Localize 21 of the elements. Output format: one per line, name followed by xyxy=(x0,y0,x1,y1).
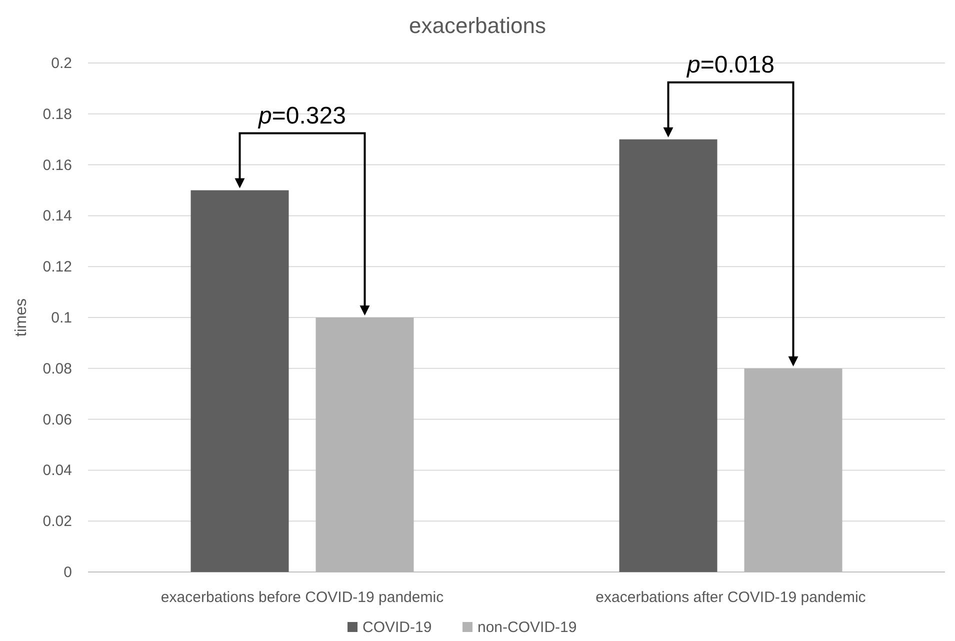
y-axis-title: times xyxy=(13,298,30,337)
legend-label: non-COVID-19 xyxy=(478,619,577,636)
legend-label: COVID-19 xyxy=(362,619,432,636)
y-tick-label: 0.16 xyxy=(42,156,72,174)
y-tick-label: 0.06 xyxy=(42,411,72,428)
y-tick-label: 0.08 xyxy=(42,360,72,378)
y-tick-label: 0.04 xyxy=(42,462,72,480)
chart-title: exacerbations xyxy=(409,13,546,38)
bar xyxy=(619,139,718,572)
y-tick-label: 0 xyxy=(64,564,72,581)
x-tick-label: exacerbations after COVID-19 pandemic xyxy=(596,589,866,606)
x-tick-label: exacerbations before COVID-19 pandemic xyxy=(160,589,444,606)
y-tick-label: 0.2 xyxy=(51,55,72,72)
y-tick-label: 0.12 xyxy=(42,258,72,276)
annotation: p=0.018 xyxy=(686,51,774,78)
y-tick-label: 0.02 xyxy=(42,513,72,530)
y-tick-label: 0.14 xyxy=(42,208,72,225)
annotation: p=0.323 xyxy=(258,102,346,130)
bar xyxy=(190,190,289,572)
y-tick-label: 0.18 xyxy=(42,106,72,123)
y-tick-label: 0.1 xyxy=(51,310,72,326)
